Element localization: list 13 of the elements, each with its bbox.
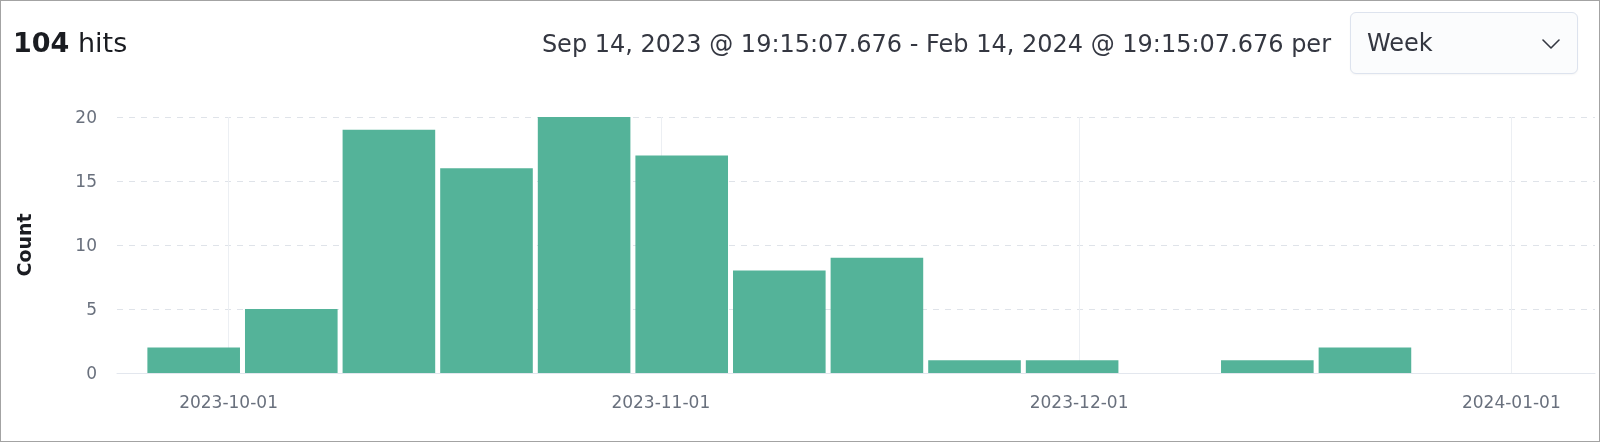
y-tick-label: 0 bbox=[86, 363, 97, 383]
x-tick-label: 2023-12-01 bbox=[1029, 391, 1129, 412]
chart-subtitle: Sep 14, 2023 @ 19:15:07.676 - Feb 14, 2024 @ 19:15:07.676 per bbox=[541, 30, 1331, 58]
y-tick-label: 10 bbox=[75, 235, 97, 255]
y-tick-label: 15 bbox=[75, 171, 97, 191]
y-tick-label: 5 bbox=[86, 299, 97, 319]
dropdown: Week bbox=[1350, 12, 1578, 74]
y-axis-title: Count bbox=[12, 213, 35, 277]
x-tick-label: 2023-11-01 bbox=[611, 391, 711, 412]
x-tick-label: 2024-01-01 bbox=[1461, 391, 1561, 412]
x-tick-label: 2023-10-01 bbox=[179, 391, 278, 412]
y-tick-label: 20 bbox=[75, 107, 97, 127]
chart-title: 104 hits bbox=[13, 27, 128, 58]
